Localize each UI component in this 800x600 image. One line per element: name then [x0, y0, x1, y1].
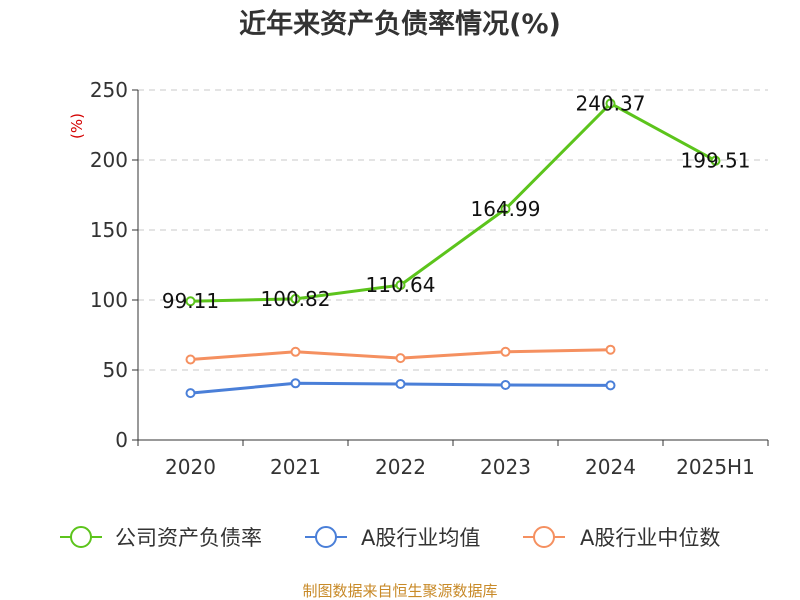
y-tick-label: 150 [90, 218, 128, 242]
data-label: 164.99 [471, 197, 541, 221]
legend-label: 公司资产负债率 [115, 526, 262, 550]
data-point [605, 98, 616, 109]
data-label: 240.37 [576, 91, 646, 115]
legend-marker [533, 526, 555, 548]
data-point [395, 353, 406, 364]
data-point [500, 346, 511, 357]
y-tick-label: 0 [115, 428, 128, 452]
y-tick-label: 200 [90, 148, 128, 172]
data-point [290, 293, 301, 304]
data-point [605, 344, 616, 355]
x-tick-label: 2021 [270, 455, 321, 479]
data-point [290, 346, 301, 357]
data-point [185, 354, 196, 365]
data-point [290, 378, 301, 389]
data-label: 199.51 [681, 149, 751, 173]
series-group [185, 98, 721, 399]
data-point [185, 296, 196, 307]
data-point [500, 204, 511, 215]
y-tick-label: 250 [90, 78, 128, 102]
axes: 0 50 100 150 200 250 2020 2021 2022 2023 2024 2025H… [90, 78, 769, 479]
data-point [185, 388, 196, 399]
y-tick-label: 100 [90, 288, 128, 312]
series-line-0 [190, 101, 717, 303]
data-label: 110.64 [366, 273, 436, 297]
x-tick-label: 2023 [480, 455, 531, 479]
source-note: 制图数据来自恒生聚源数据库 [302, 582, 497, 600]
data-point [710, 155, 721, 166]
data-point [605, 380, 616, 391]
legend-marker [315, 526, 337, 548]
data-label: 99.11 [162, 289, 219, 313]
x-tick-label: 2022 [375, 455, 426, 479]
y-tick-label: 50 [103, 358, 128, 382]
x-tick-label: 2024 [585, 455, 636, 479]
x-tick-label: 2020 [165, 455, 216, 479]
y-axis-label: (%) [68, 113, 86, 139]
data-point [395, 379, 406, 389]
legend-label: A股行业中位数 [580, 526, 720, 550]
legend-marker [70, 526, 92, 548]
legend: 公司资产负债率 A股行业均值 A股行业中位数 [60, 526, 720, 550]
gridlines [138, 89, 768, 371]
data-labels: 99.11 100.82 110.64 164.99 240.37 199.51 [162, 91, 751, 313]
data-label: 100.82 [261, 287, 331, 311]
data-point [395, 280, 406, 291]
x-tick-label: 2025H1 [676, 455, 755, 479]
legend-label: A股行业均值 [361, 526, 480, 550]
data-point [500, 379, 511, 390]
chart-title: 近年来资产负债率情况(%) [239, 8, 561, 40]
